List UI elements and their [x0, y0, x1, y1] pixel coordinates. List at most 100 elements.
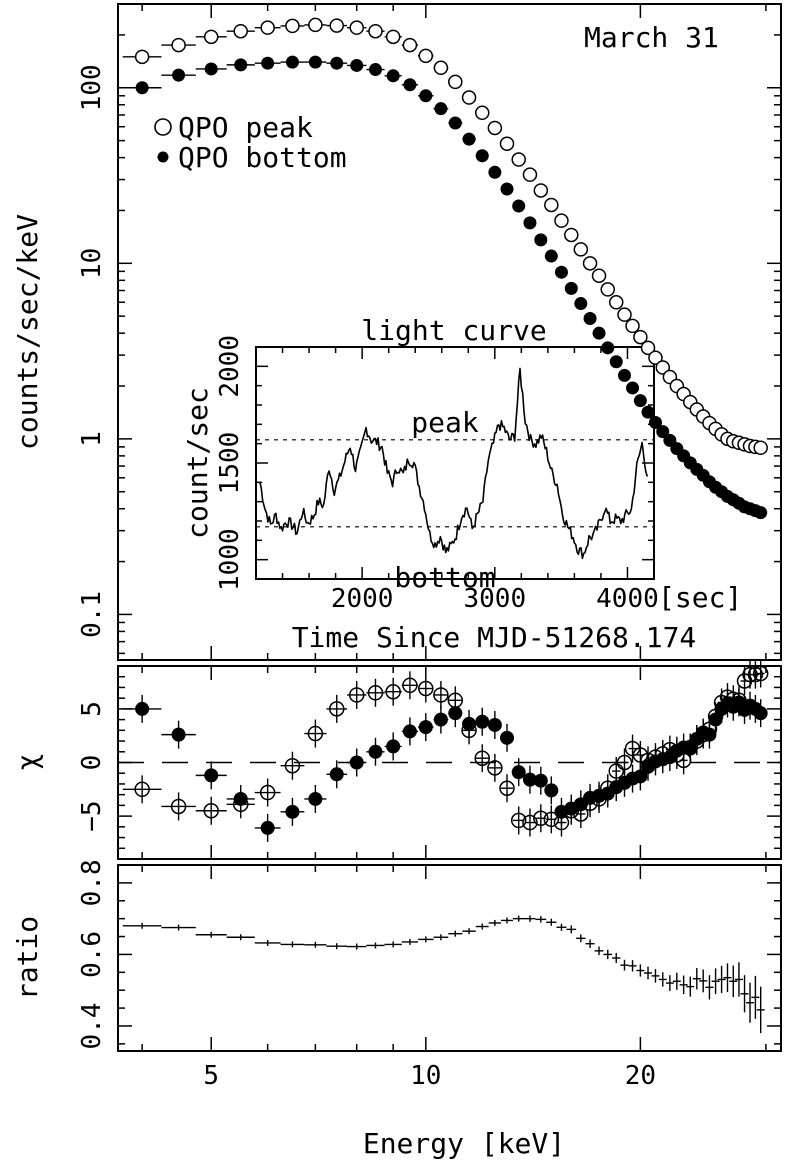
spectrum-peak-point	[418, 48, 434, 64]
spectrum-bottom-point	[626, 381, 640, 395]
residual-peak-point	[385, 683, 401, 700]
residual-peak-point	[328, 701, 345, 717]
spectrum-peak-point	[617, 307, 632, 322]
spectrum-bottom-point	[564, 281, 578, 295]
residual-peak-point	[307, 725, 324, 742]
spectrum-bottom-point	[285, 55, 299, 69]
residual-peak-point	[522, 814, 538, 831]
inset-level-label-bottom: bottom	[394, 561, 495, 594]
spectrum-y-tick-label: 1	[77, 431, 107, 447]
spectrum-bottom-point	[500, 182, 514, 196]
residual-peak-point	[752, 665, 769, 682]
residual-peak-point	[284, 757, 301, 774]
spectrum-bottom-point	[386, 69, 400, 83]
spectrum-peak-point	[582, 256, 598, 271]
inset-x-tick-label: 3000	[463, 584, 526, 614]
inset-y-tick-label: 1500	[215, 432, 245, 495]
residual-bottom-point	[308, 791, 323, 806]
spectrum-bottom-point	[617, 368, 631, 382]
residual-peak-point	[433, 687, 449, 703]
residual-bottom-point	[702, 727, 717, 742]
spectrum-peak-point	[511, 152, 526, 167]
spectrum-bottom-point	[419, 89, 433, 103]
residual-y-tick-label: 5	[77, 701, 107, 717]
spectrum-peak-point	[385, 29, 401, 45]
spectrum-peak-point	[233, 23, 248, 39]
spectrum-bottom-point	[434, 102, 448, 116]
residual-peak-point	[474, 750, 490, 766]
spectrum-peak-point	[368, 23, 383, 39]
ratio-y-tick-label: 0.4	[77, 1002, 107, 1049]
spectrum-bottom-point	[534, 233, 548, 247]
spectrum-bottom-point	[308, 55, 322, 69]
residual-peak-point	[418, 680, 434, 697]
spectrum-panel-frame	[117, 3, 782, 661]
residual-bottom-point	[462, 716, 477, 731]
spectrum-peak-point	[625, 318, 640, 334]
inset-level-label-peak: peak	[411, 406, 479, 439]
legend-filled-circle-icon	[157, 151, 169, 163]
residual-bottom-point	[433, 712, 448, 727]
spectrum-peak-point	[349, 20, 364, 35]
residual-peak-point	[533, 810, 549, 827]
spectrum-bottom-point	[554, 265, 568, 279]
residual-bottom-point	[402, 724, 417, 739]
residual-bottom-point	[368, 744, 383, 759]
residual-bottom-point	[500, 730, 515, 745]
inset-frame	[255, 346, 655, 580]
residual-bottom-point	[544, 783, 559, 798]
spectrum-peak-point	[461, 90, 477, 105]
spectrum-peak-point	[203, 29, 219, 45]
residual-peak-point	[510, 812, 527, 829]
spectrum-y-tick-label: 0.1	[77, 591, 107, 638]
spectrum-bottom-point	[523, 216, 537, 230]
spectrum-peak-point	[285, 18, 300, 34]
residual-peak-point	[170, 798, 187, 815]
inset-x-tick-label: 4000	[596, 584, 659, 614]
spectrum-peak-point	[474, 105, 490, 121]
spectrum-bottom-point	[403, 78, 417, 92]
spectrum-bottom-point	[574, 297, 588, 311]
spectrum-bottom-point	[475, 149, 489, 163]
spectrum-peak-point	[640, 340, 656, 356]
spectrum-bottom-point	[330, 56, 344, 70]
spectrum-peak-point	[308, 17, 323, 33]
spectrum-peak-point	[648, 350, 663, 365]
spectrum-bottom-point	[656, 425, 670, 439]
spectrum-bottom-point	[601, 341, 615, 355]
spectrum-bottom-point	[512, 199, 526, 213]
inset-y-tick-label: 1000	[215, 528, 245, 591]
residual-bottom-point	[260, 820, 275, 835]
inset-y-axis-label: count/sec	[181, 387, 214, 539]
inset-x-unit: [sec]	[658, 581, 742, 614]
spectrum-bottom-point	[448, 116, 462, 130]
spectrum-bottom-point	[641, 405, 655, 419]
spectrum-bottom-point	[488, 165, 502, 179]
spectrum-peak-point	[134, 49, 150, 65]
spectrum-peak-point	[433, 60, 449, 76]
ratio-panel-frame	[117, 864, 782, 1052]
spectrum-bottom-point	[234, 58, 248, 72]
spectrum-peak-point	[522, 167, 538, 182]
residual-peak-point	[259, 784, 276, 801]
residual-bottom-point	[511, 765, 526, 780]
spectrum-peak-point	[591, 268, 607, 283]
residual-bottom-point	[753, 706, 768, 721]
inset-title: light curve	[361, 314, 546, 347]
spectrum-bottom-point	[544, 249, 558, 263]
residual-bottom-point	[487, 717, 502, 732]
spectrum-peak-point	[448, 74, 463, 90]
spectrum-bottom-point	[368, 63, 382, 77]
ratio-y-tick-label: 0.8	[77, 859, 107, 906]
residual-bottom-point	[386, 739, 401, 754]
residual-bottom-point	[533, 773, 548, 788]
residual-bottom-point	[329, 767, 344, 782]
residual-y-tick-label: 0	[77, 755, 107, 771]
x-tick-label: 10	[410, 1061, 441, 1091]
residual-bottom-point	[475, 714, 490, 729]
spectrum-peak-point	[260, 20, 275, 35]
residual-peak-point	[487, 760, 503, 776]
spectrum-bottom-point	[135, 81, 149, 95]
spectrum-peak-point	[655, 360, 671, 375]
